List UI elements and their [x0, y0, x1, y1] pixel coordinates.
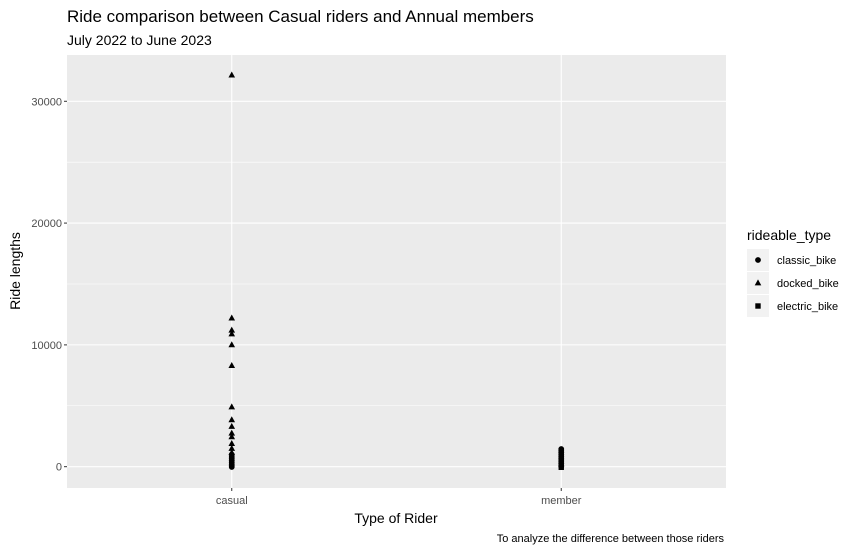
legend-label: electric_bike — [777, 301, 838, 313]
legend-key-electric_bike — [755, 303, 761, 309]
data-points — [228, 71, 565, 470]
legend-key-docked_bike — [754, 279, 762, 286]
x-tick-label: member — [541, 495, 582, 507]
data-point-docked_bike — [228, 341, 236, 348]
data-point-docked_bike — [228, 433, 236, 440]
y-tick-label: 10000 — [31, 340, 62, 352]
data-point-docked_bike — [228, 416, 236, 423]
data-point-electric_bike — [558, 449, 564, 455]
y-axis-ticks — [64, 100, 67, 468]
legend-label: docked_bike — [777, 278, 839, 290]
data-point-docked_bike — [228, 326, 236, 333]
minor-gridlines — [67, 161, 726, 407]
x-axis-tick-labels: casual member — [216, 495, 582, 507]
data-point-docked_bike — [228, 314, 236, 321]
y-tick-label: 20000 — [31, 218, 62, 230]
data-point-docked_bike — [228, 439, 236, 446]
data-point-electric_bike — [558, 464, 564, 470]
x-axis-title: Type of Rider — [354, 510, 438, 526]
y-tick-label: 30000 — [31, 96, 62, 108]
legend-title: rideable_type — [747, 227, 831, 243]
plot-panel — [67, 55, 726, 488]
data-point-electric_bike — [229, 462, 235, 468]
legend-label: classic_bike — [777, 255, 836, 267]
major-gridlines — [67, 55, 726, 488]
data-point-docked_bike — [228, 361, 236, 368]
legend: classic_bike docked_bike electric_bike — [747, 249, 839, 317]
data-point-docked_bike — [228, 444, 236, 451]
data-point-docked_bike — [228, 403, 236, 410]
data-point-docked_bike — [228, 422, 236, 429]
data-point-docked_bike — [228, 429, 236, 436]
data-point-electric_bike — [229, 458, 235, 464]
x-axis-ticks — [231, 488, 562, 491]
y-tick-label: 0 — [56, 462, 62, 474]
y-axis-tick-labels: 0 10000 20000 30000 — [31, 96, 62, 473]
chart-title: Ride comparison between Casual riders an… — [67, 7, 534, 26]
chart-subtitle: July 2022 to June 2023 — [67, 32, 212, 48]
data-point-docked_bike — [228, 71, 236, 78]
y-axis-title: Ride lengths — [7, 232, 23, 310]
data-point-docked_bike — [228, 330, 236, 337]
chart-caption: To analyze the difference between those … — [497, 533, 725, 545]
data-point-electric_bike — [558, 456, 564, 463]
x-tick-label: casual — [216, 495, 248, 507]
data-point-electric_bike — [558, 461, 564, 467]
legend-key-classic_bike — [755, 257, 761, 263]
